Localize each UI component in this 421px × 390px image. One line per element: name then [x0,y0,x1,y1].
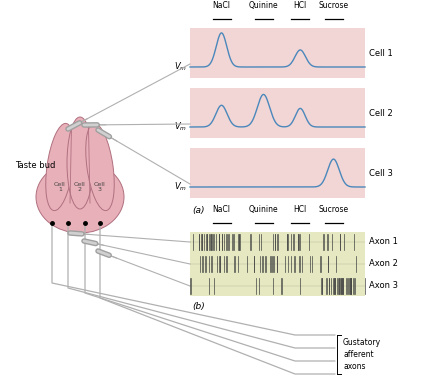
Bar [190,232,365,296]
Text: $V_m$: $V_m$ [174,121,187,133]
Text: (a): (a) [192,206,205,215]
Ellipse shape [86,123,114,211]
Text: Gustatory
afferent
axons: Gustatory afferent axons [343,338,381,371]
Text: Sucrose: Sucrose [318,205,349,214]
Text: Cell
3: Cell 3 [94,182,106,192]
Text: Cell 3: Cell 3 [369,168,393,177]
Bar [190,28,365,78]
Bar [190,148,365,198]
Text: Cell
2: Cell 2 [74,182,86,192]
Text: Quinine: Quinine [249,1,278,10]
Text: Axon 2: Axon 2 [369,259,398,268]
Text: Axon 1: Axon 1 [369,238,398,246]
Ellipse shape [36,161,124,233]
Text: Quinine: Quinine [249,205,278,214]
Text: NaCl: NaCl [213,1,231,10]
Ellipse shape [67,117,93,209]
Text: $V_m$: $V_m$ [174,181,187,193]
Text: Cell 2: Cell 2 [369,108,393,117]
Text: Taste bud: Taste bud [15,161,55,170]
Ellipse shape [46,123,74,211]
Text: Cell
1: Cell 1 [54,182,66,192]
Text: NaCl: NaCl [213,205,231,214]
Text: Cell 1: Cell 1 [369,48,393,57]
Text: (b): (b) [192,302,205,311]
Text: HCl: HCl [293,205,307,214]
Text: $V_m$: $V_m$ [174,61,187,73]
Text: Sucrose: Sucrose [318,1,349,10]
Bar [190,88,365,138]
Text: Axon 3: Axon 3 [369,282,398,291]
Text: HCl: HCl [293,1,307,10]
